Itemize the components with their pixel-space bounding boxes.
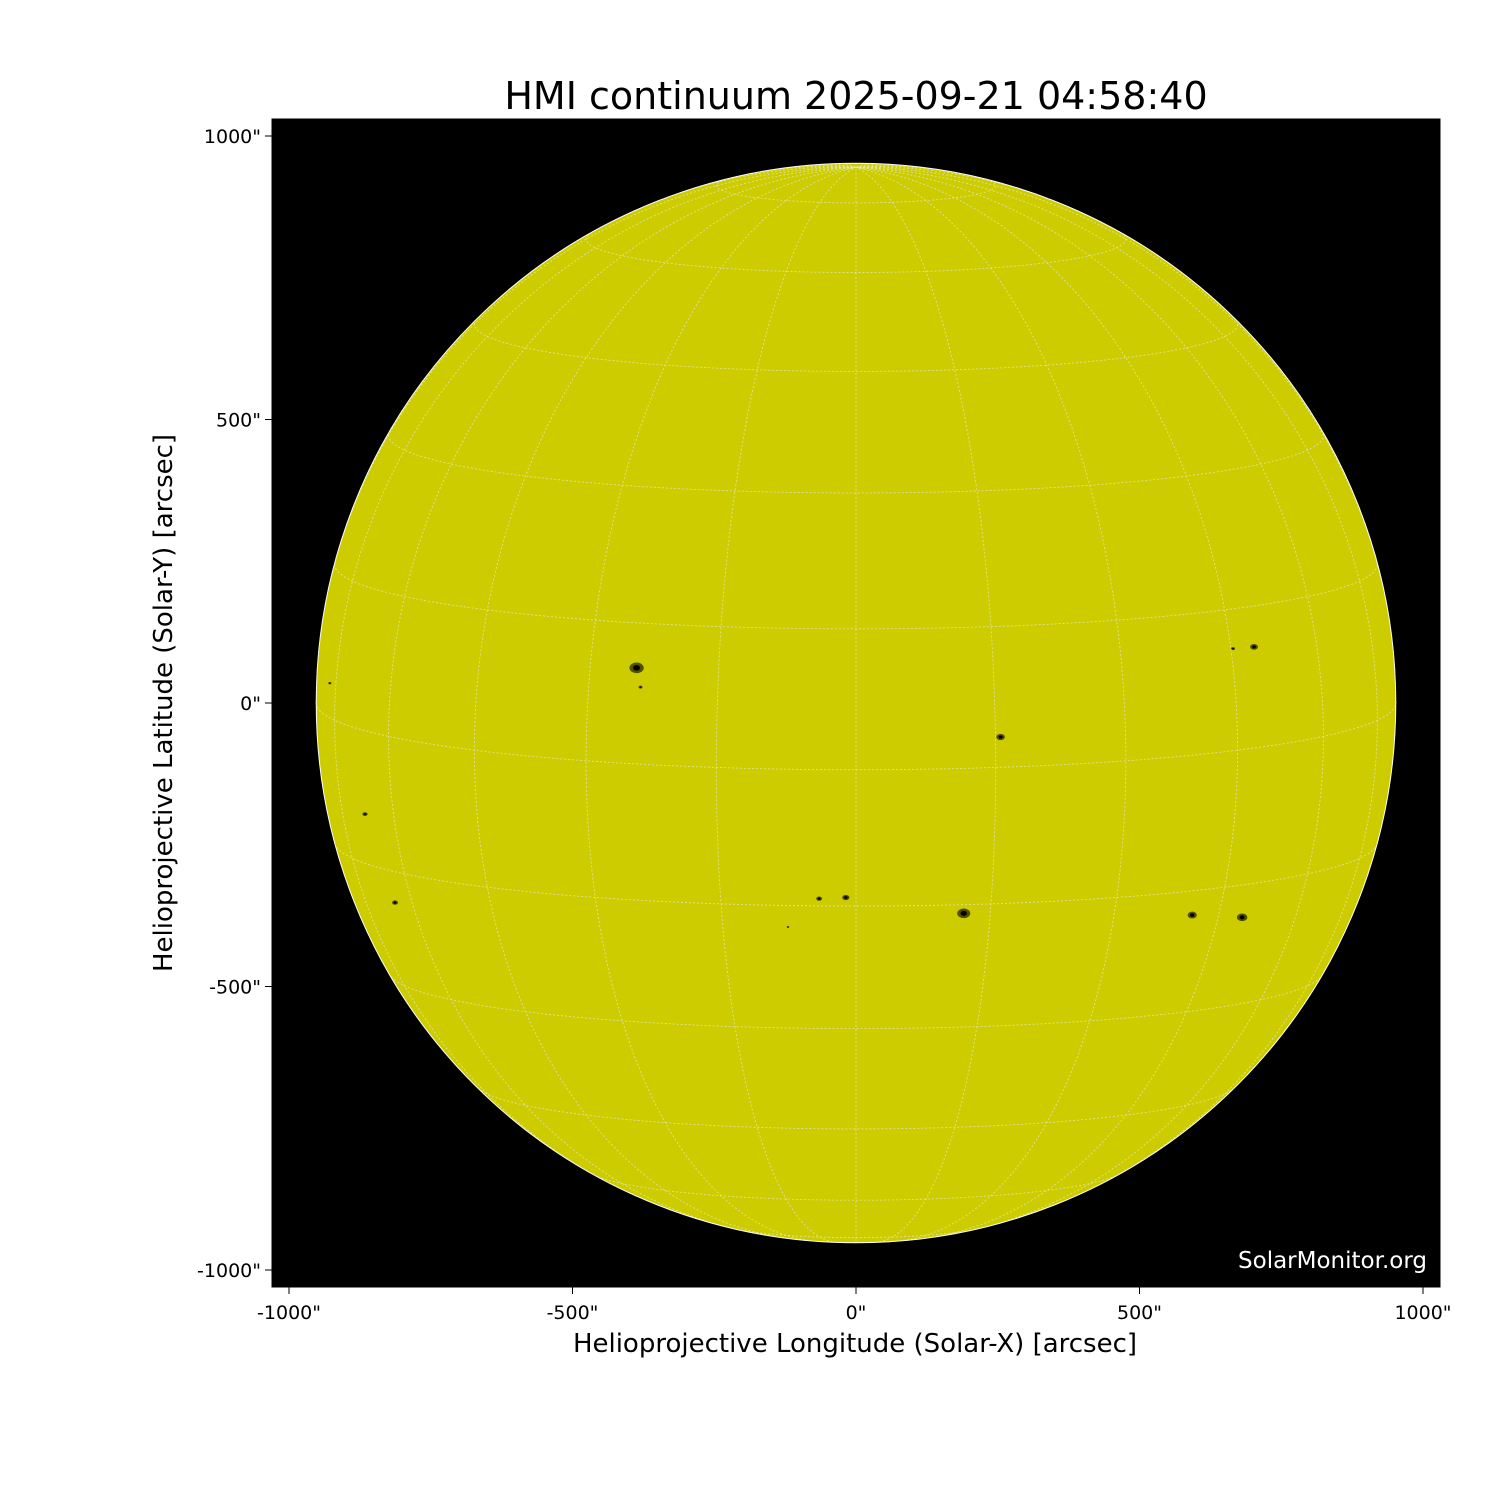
sunspot-umbra xyxy=(393,901,397,904)
sunspot-umbra xyxy=(329,682,331,684)
longitude-gridline xyxy=(855,163,871,168)
longitude-gridline xyxy=(855,166,997,1243)
longitude-gridline xyxy=(643,166,857,208)
longitude-gridline xyxy=(315,166,857,704)
y-tick-label: -500" xyxy=(209,976,261,998)
x-tick-label: 500" xyxy=(1117,1302,1162,1324)
sunspot-umbra xyxy=(817,897,821,900)
sunspot-umbra xyxy=(639,686,642,688)
longitude-gridline xyxy=(855,165,954,173)
longitude-gridline xyxy=(855,164,910,168)
longitude-gridline xyxy=(334,166,857,1193)
y-axis-label: Helioprojective Latitude (Solar-Y) [arcs… xyxy=(149,434,179,972)
sunspot-umbra xyxy=(1252,645,1256,649)
sunspot-umbra xyxy=(1190,913,1195,917)
sunspot-umbra xyxy=(1232,647,1234,650)
longitude-gridline xyxy=(758,165,857,173)
longitude-gridline xyxy=(841,163,857,168)
sunspot-umbra xyxy=(1239,915,1245,920)
sunspot-umbra xyxy=(844,896,848,899)
x-tick-label: 0" xyxy=(846,1302,867,1324)
latitude-gridline xyxy=(732,1228,980,1239)
latitude-gridline xyxy=(334,843,1378,907)
longitude-gridline xyxy=(855,166,1324,1232)
y-tick-label: 500" xyxy=(216,410,261,432)
latitude-gridline xyxy=(390,976,1322,1030)
x-tick-label: -1000" xyxy=(257,1302,321,1324)
x-axis-label: Helioprojective Longitude (Solar-X) [arc… xyxy=(573,1329,1137,1359)
sunspot-umbra xyxy=(960,910,967,916)
longitude-gridline xyxy=(855,166,1378,1193)
y-tick-label: 1000" xyxy=(204,126,261,148)
latitude-gridline xyxy=(593,1174,1119,1201)
sunspot-umbra xyxy=(363,813,367,816)
longitude-gridline xyxy=(855,166,1127,1241)
x-tick-label: -500" xyxy=(547,1302,599,1324)
longitude-gridline xyxy=(715,166,857,1243)
longitude-gridline xyxy=(855,166,1397,704)
sunspot-umbra xyxy=(998,735,1003,739)
sunspot-umbra xyxy=(633,665,641,671)
longitude-gridline xyxy=(585,166,857,1241)
sunspot-umbra xyxy=(787,926,789,928)
longitude-gridline xyxy=(388,166,857,1232)
y-tick-label: -1000" xyxy=(197,1260,261,1282)
latitude-gridline xyxy=(473,319,1239,372)
x-tick-label: 1000" xyxy=(1394,1302,1451,1324)
y-tick-label: 0" xyxy=(240,693,261,715)
latitude-gridline xyxy=(585,231,1127,273)
watermark: SolarMonitor.org xyxy=(1238,1248,1427,1274)
latitude-gridline xyxy=(388,431,1324,494)
longitude-gridline xyxy=(855,166,1069,208)
latitude-gridline xyxy=(715,177,997,204)
chart-title: HMI continuum 2025-09-21 04:58:40 xyxy=(504,74,1208,118)
